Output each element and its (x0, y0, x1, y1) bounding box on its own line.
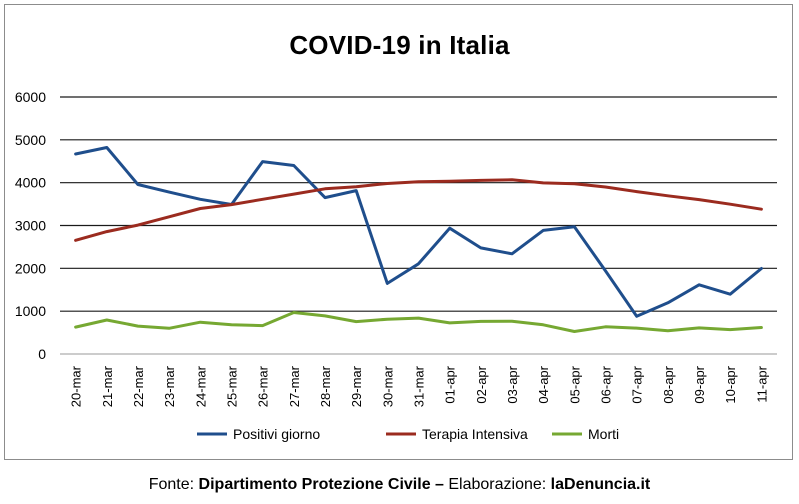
source-footer: Fonte: Dipartimento Protezione Civile – … (0, 476, 799, 494)
y-tick-label: 6000 (15, 89, 46, 105)
series-line-3 (74, 311, 763, 333)
y-tick-label: 3000 (15, 218, 46, 234)
x-tick-label: 07-apr (630, 365, 645, 403)
y-tick-label: 1000 (15, 303, 46, 319)
x-tick-label: 09-apr (692, 365, 707, 403)
x-tick-label: 10-apr (723, 365, 738, 403)
y-tick-label: 2000 (15, 260, 46, 276)
x-tick-label: 03-apr (505, 365, 520, 403)
x-tick-label: 20-mar (69, 365, 84, 407)
x-tick-label: 27-mar (287, 365, 302, 407)
footer-middle: Elaborazione: (443, 476, 551, 493)
legend-label: Positivi giorno (233, 426, 320, 442)
x-tick-label: 06-apr (599, 365, 614, 403)
x-tick-label: 01-apr (443, 365, 458, 403)
series-line-1 (74, 146, 763, 318)
x-tick-label: 05-apr (567, 365, 582, 403)
x-tick-label: 11-apr (754, 365, 769, 402)
x-tick-label: 21-mar (100, 365, 115, 407)
x-tick-label: 30-mar (380, 365, 395, 407)
legend-label: Morti (588, 426, 619, 442)
x-tick-label: 08-apr (661, 365, 676, 403)
chart-title: COVID-19 in Italia (289, 30, 510, 60)
y-tick-label: 0 (38, 346, 46, 362)
x-tick-label: 29-mar (349, 365, 364, 407)
x-tick-label: 02-apr (474, 365, 489, 403)
series-line-2 (74, 178, 763, 242)
footer-site: laDenuncia.it (550, 476, 651, 493)
x-tick-label: 24-mar (193, 365, 208, 407)
x-tick-label: 31-mar (412, 365, 427, 407)
x-tick-label: 25-mar (224, 365, 239, 407)
footer-source: Dipartimento Protezione Civile – (198, 476, 444, 493)
footer-prefix: Fonte: (148, 476, 199, 493)
line-chart: 0 1000 2000 3000 4000 5000 6000 20-mar 21-mar 22-… (15, 89, 777, 442)
chart-frame (4, 4, 793, 460)
x-tick-label: 04-apr (536, 365, 551, 403)
x-tick-label: 28-mar (318, 365, 333, 407)
x-tick-label: 23-mar (162, 365, 177, 407)
x-tick-label: 26-mar (256, 365, 271, 407)
x-tick-label: 22-mar (131, 365, 146, 407)
y-tick-label: 4000 (15, 175, 46, 191)
legend-label: Terapia Intensiva (422, 426, 528, 442)
y-tick-label: 5000 (15, 132, 46, 148)
